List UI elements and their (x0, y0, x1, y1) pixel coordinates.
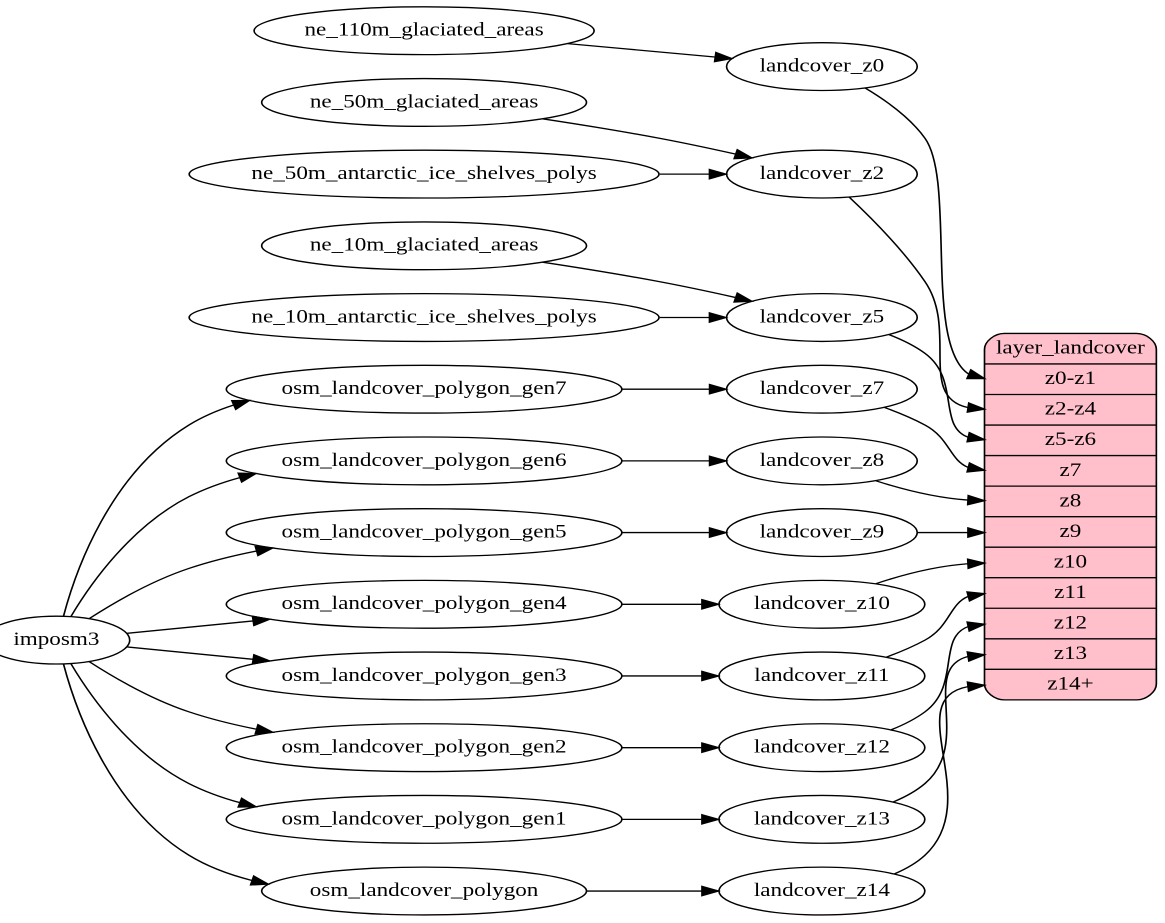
svg-text:z10: z10 (1054, 551, 1087, 572)
svg-text:landcover_z2: landcover_z2 (760, 162, 885, 183)
svg-text:osm_landcover_polygon_gen6: osm_landcover_polygon_gen6 (282, 449, 567, 470)
svg-text:landcover_z11: landcover_z11 (754, 664, 889, 685)
svg-text:imposm3: imposm3 (13, 628, 99, 649)
svg-text:z7: z7 (1060, 459, 1082, 480)
svg-text:z14+: z14+ (1047, 673, 1093, 694)
svg-text:landcover_z0: landcover_z0 (760, 55, 885, 76)
svg-text:z0-z1: z0-z1 (1045, 367, 1096, 388)
svg-text:z9: z9 (1060, 520, 1082, 541)
svg-text:landcover_z7: landcover_z7 (760, 377, 885, 398)
svg-text:z12: z12 (1054, 612, 1087, 633)
svg-text:osm_landcover_polygon_gen1: osm_landcover_polygon_gen1 (282, 807, 567, 828)
svg-text:landcover_z10: landcover_z10 (754, 592, 890, 613)
svg-text:osm_landcover_polygon_gen3: osm_landcover_polygon_gen3 (282, 664, 567, 685)
svg-text:z8: z8 (1060, 489, 1082, 510)
svg-text:layer_landcover: layer_landcover (996, 337, 1145, 358)
svg-text:osm_landcover_polygon_gen5: osm_landcover_polygon_gen5 (282, 521, 567, 542)
svg-text:z13: z13 (1054, 642, 1087, 663)
svg-text:ne_110m_glaciated_areas: ne_110m_glaciated_areas (304, 19, 543, 40)
svg-text:landcover_z8: landcover_z8 (760, 449, 885, 470)
svg-text:ne_10m_glaciated_areas: ne_10m_glaciated_areas (310, 234, 539, 255)
svg-text:ne_50m_antarctic_ice_shelves_p: ne_50m_antarctic_ice_shelves_polys (251, 162, 596, 183)
svg-text:osm_landcover_polygon_gen7: osm_landcover_polygon_gen7 (282, 377, 567, 398)
svg-text:osm_landcover_polygon: osm_landcover_polygon (310, 879, 539, 900)
svg-text:z11: z11 (1054, 581, 1087, 602)
svg-text:z5-z6: z5-z6 (1045, 428, 1096, 449)
svg-text:landcover_z5: landcover_z5 (760, 306, 885, 327)
svg-text:z2-z4: z2-z4 (1045, 398, 1097, 419)
svg-text:landcover_z13: landcover_z13 (754, 807, 890, 828)
svg-text:ne_50m_glaciated_areas: ne_50m_glaciated_areas (310, 91, 539, 112)
svg-text:osm_landcover_polygon_gen2: osm_landcover_polygon_gen2 (282, 736, 567, 757)
svg-text:osm_landcover_polygon_gen4: osm_landcover_polygon_gen4 (282, 592, 568, 613)
svg-text:landcover_z9: landcover_z9 (760, 521, 885, 542)
svg-text:ne_10m_antarctic_ice_shelves_p: ne_10m_antarctic_ice_shelves_polys (251, 306, 596, 327)
svg-text:landcover_z14: landcover_z14 (754, 879, 891, 900)
svg-text:landcover_z12: landcover_z12 (754, 736, 890, 757)
